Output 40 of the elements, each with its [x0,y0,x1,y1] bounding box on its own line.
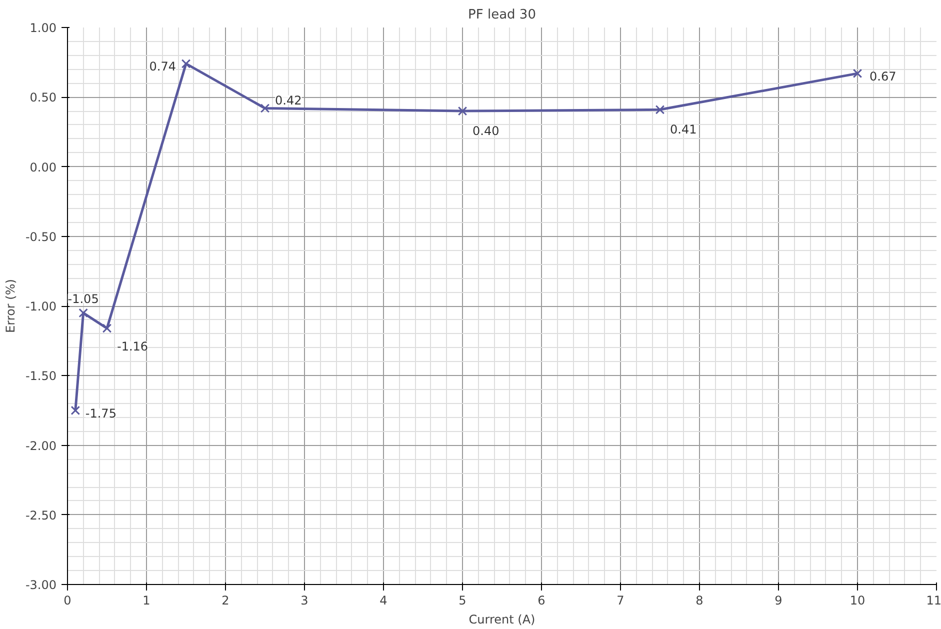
y-axis-title: Error (%) [3,279,18,333]
y-tick-label: 0.50 [30,90,56,105]
y-tick-label: 1.00 [30,21,56,35]
data-label: 0.40 [472,124,500,138]
x-tick-label: 10 [850,594,866,608]
x-tick-label: 4 [380,594,388,608]
data-label: 0.41 [670,122,697,137]
y-tick-label: -3.00 [25,578,57,592]
point [102,324,112,333]
data-label: 0.42 [275,93,302,108]
x-tick-label: 7 [616,594,624,608]
point [260,104,270,113]
data-label: 0.67 [870,69,896,84]
y-tick-label: -2.50 [25,508,57,522]
x-tick-label: 1 [142,594,150,608]
y-tick-label: 0.00 [30,160,56,174]
data-label: 0.74 [149,60,176,74]
x-tick-label: 8 [696,594,704,608]
point [852,68,862,78]
point [458,106,468,116]
data-label: -1.75 [85,406,116,420]
point [78,308,88,318]
y-tick-label: -1.50 [25,369,57,384]
point [655,105,665,114]
x-tick-label: 3 [300,594,308,608]
data-label: -1.05 [68,292,99,306]
chart-title: PF lead 30 [468,8,536,22]
data-label: -1.16 [117,339,148,354]
x-tick-label: 6 [538,594,546,608]
y-tick-label: -1.00 [25,300,57,314]
y-tick-label: -0.50 [25,230,57,244]
x-tick-label: 5 [458,594,466,608]
x-tick-label: 11 [926,594,941,608]
x-tick-label: 0 [64,594,72,608]
y-tick-label: -2.00 [25,438,57,453]
point [70,406,80,416]
x-tick-label: 9 [774,594,782,608]
x-tick-label: 2 [222,594,230,608]
x-axis-title: Current (A) [468,612,536,626]
point [181,59,191,68]
